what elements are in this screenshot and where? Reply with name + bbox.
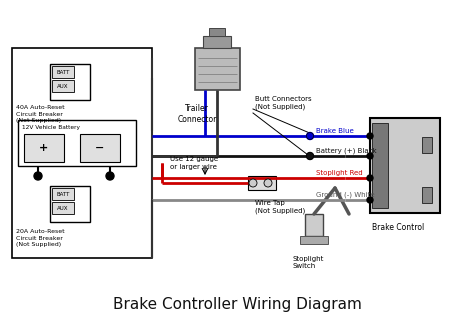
Text: Stoplight
Switch: Stoplight Switch (293, 256, 324, 269)
Text: +: + (39, 143, 49, 153)
Circle shape (367, 153, 373, 159)
Bar (80, 134, 120, 162)
Bar (422, 137, 432, 153)
Text: BATT: BATT (56, 191, 70, 197)
Circle shape (264, 179, 272, 187)
Text: 40A Auto-Reset
Circuit Breaker
(Not Supplied): 40A Auto-Reset Circuit Breaker (Not Supp… (16, 105, 64, 123)
Text: AUX: AUX (57, 84, 69, 88)
Bar (370, 118, 440, 213)
Circle shape (367, 133, 373, 139)
Bar (305, 214, 323, 236)
Text: Brake Controller Wiring Diagram: Brake Controller Wiring Diagram (112, 296, 362, 312)
Bar (18, 120, 136, 166)
Text: Use 12 gauge
or larger wire: Use 12 gauge or larger wire (170, 156, 218, 170)
Text: Ground (-) White: Ground (-) White (316, 191, 374, 198)
Circle shape (367, 197, 373, 203)
Bar (52, 202, 74, 214)
Bar (52, 66, 74, 78)
Bar (372, 123, 388, 208)
Bar (12, 48, 152, 258)
Bar (203, 36, 231, 48)
Bar (209, 28, 225, 36)
Text: Brake Control: Brake Control (372, 223, 424, 232)
Text: Brake Blue: Brake Blue (316, 128, 354, 134)
Circle shape (307, 133, 313, 140)
Bar (50, 186, 90, 222)
Text: Trailer
Connector: Trailer Connector (177, 104, 217, 124)
Text: 20A Auto-Reset
Circuit Breaker
(Not Supplied): 20A Auto-Reset Circuit Breaker (Not Supp… (16, 229, 64, 247)
Bar (50, 64, 90, 100)
Circle shape (249, 179, 257, 187)
Text: −: − (95, 143, 105, 153)
Circle shape (34, 172, 42, 180)
Bar (248, 176, 276, 190)
Text: AUX: AUX (57, 205, 69, 211)
Circle shape (106, 172, 114, 180)
Circle shape (367, 175, 373, 181)
Circle shape (307, 153, 313, 160)
Text: Stoplight Red: Stoplight Red (316, 170, 363, 176)
Bar (422, 187, 432, 203)
Bar (52, 80, 74, 92)
Text: Butt Connectors
(Not Supplied): Butt Connectors (Not Supplied) (255, 96, 311, 110)
Text: BATT: BATT (56, 70, 70, 74)
Bar (195, 48, 240, 90)
Bar (24, 134, 64, 162)
Bar (300, 236, 328, 244)
Text: 12V Vehicle Battery: 12V Vehicle Battery (22, 126, 80, 130)
Text: Wire Tap
(Not Supplied): Wire Tap (Not Supplied) (255, 200, 305, 214)
Bar (52, 188, 74, 200)
Text: Battery (+) Black: Battery (+) Black (316, 148, 377, 154)
